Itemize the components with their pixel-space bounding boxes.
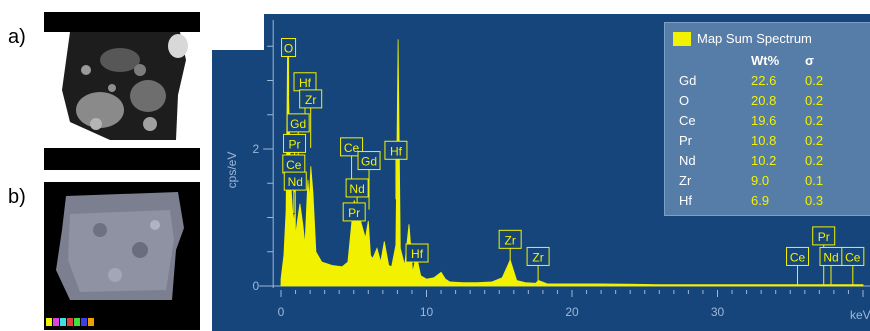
peak-label-box [340, 137, 364, 157]
x-tick-label: 20 [565, 305, 579, 319]
legend-element: Nd [679, 153, 696, 168]
peak-label-box [384, 140, 408, 160]
peak-label: Ce [841, 246, 865, 286]
legend-sigma-value: 0.2 [805, 73, 824, 88]
peak-label: Hf [384, 140, 408, 200]
peak-label-text: Nd [288, 175, 303, 189]
legend-sigma-value: 0.3 [805, 193, 824, 208]
results-legend: Map Sum Spectrum Wt% σ Gd 22.6 0.2 O 20.8 0.2… [664, 22, 870, 216]
x-axis-label: keV [850, 308, 870, 322]
peak-label: Hf [405, 243, 429, 286]
y-tick-label: 0 [252, 279, 259, 293]
legend-sigma-value: 0.2 [805, 153, 824, 168]
peak-label-box [526, 246, 550, 266]
peak-label: O [281, 38, 297, 97]
peak-label-box [357, 151, 381, 171]
legend-element: Gd [679, 73, 697, 88]
panel-b-eds-map [44, 182, 200, 330]
y-axis-label: cps/eV [225, 152, 239, 189]
peak-label-box [286, 113, 310, 133]
peak-label-text: Pr [289, 137, 301, 151]
legend-wt-value: 6.9 [751, 193, 770, 208]
peak-label-text: Hf [390, 144, 403, 158]
peak-label-box [345, 178, 369, 198]
peak-label-text: Pr [818, 230, 830, 244]
y-tick-label: 2 [252, 142, 259, 156]
legend-sigma-value: 0.1 [805, 173, 824, 188]
legend-element: Zr [679, 173, 692, 188]
x-tick-label: 0 [278, 305, 285, 319]
legend-col-sigma: σ [805, 53, 814, 68]
spectrum-area [280, 39, 864, 287]
peak-label-box [283, 171, 307, 191]
legend-element: Hf [679, 193, 692, 208]
peak-label-text: Nd [349, 182, 364, 196]
peak-label-box [281, 38, 297, 58]
legend-element: Pr [679, 133, 692, 148]
legend-wt-value: 19.6 [751, 113, 777, 128]
peak-label: Zr [526, 246, 550, 286]
peak-label-box [405, 243, 429, 263]
legend-wt-value: 10.2 [751, 153, 777, 168]
legend-sigma-value: 0.2 [805, 113, 824, 128]
legend-wt-value: 9.0 [751, 173, 770, 188]
peak-label-box [786, 246, 810, 266]
legend-wt-value: 20.8 [751, 93, 777, 108]
peak-label-text: Zr [504, 233, 515, 247]
legend-wt-value: 10.8 [751, 133, 777, 148]
peak-label-text: Zr [305, 93, 316, 107]
peak-label-box [342, 202, 366, 222]
x-tick-label: 10 [420, 305, 434, 319]
peak-label: Nd [283, 171, 307, 231]
peak-label-text: O [284, 42, 293, 56]
legend-wt-value: 22.6 [751, 73, 777, 88]
x-tick-label: 30 [711, 305, 725, 319]
panel-a-micrograph [44, 12, 200, 170]
peak-label-text: Ce [790, 250, 806, 264]
peak-label: Zr [498, 229, 522, 286]
legend-title: Map Sum Spectrum [697, 31, 812, 46]
peak-label: Zr [299, 89, 323, 148]
peak-label-text: Pr [348, 206, 360, 220]
legend-sigma-value: 0.2 [805, 133, 824, 148]
peak-label-text: Zr [532, 250, 543, 264]
peak-label-text: Gd [290, 117, 306, 131]
peak-label-box [841, 246, 865, 266]
peak-label: Pr [342, 202, 366, 261]
legend-col-wt: Wt% [751, 53, 780, 68]
peak-label-box [812, 226, 836, 246]
peak-label-box [283, 133, 307, 153]
panel-label-b: b) [8, 186, 26, 208]
peak-label-text: Hf [299, 76, 312, 90]
peak-label-text: Nd [823, 250, 838, 264]
peak-label-box [498, 229, 522, 249]
legend-element: Ce [679, 113, 696, 128]
legend-sigma-value: 0.2 [805, 93, 824, 108]
peak-label-text: Ce [845, 250, 861, 264]
peak-label-text: Ce [344, 141, 360, 155]
panel-label-a: a) [8, 26, 26, 48]
peak-label-text: Ce [286, 158, 302, 172]
peak-label: Ce [282, 154, 306, 213]
peak-label-text: Gd [361, 155, 377, 169]
peak-label-text: Hf [411, 247, 424, 261]
legend-element: O [679, 93, 690, 108]
spectrum-color-swatch [673, 32, 691, 46]
peak-label: Gd [357, 151, 381, 210]
peak-label-box [299, 89, 323, 109]
peak-label: Ce [786, 246, 810, 286]
